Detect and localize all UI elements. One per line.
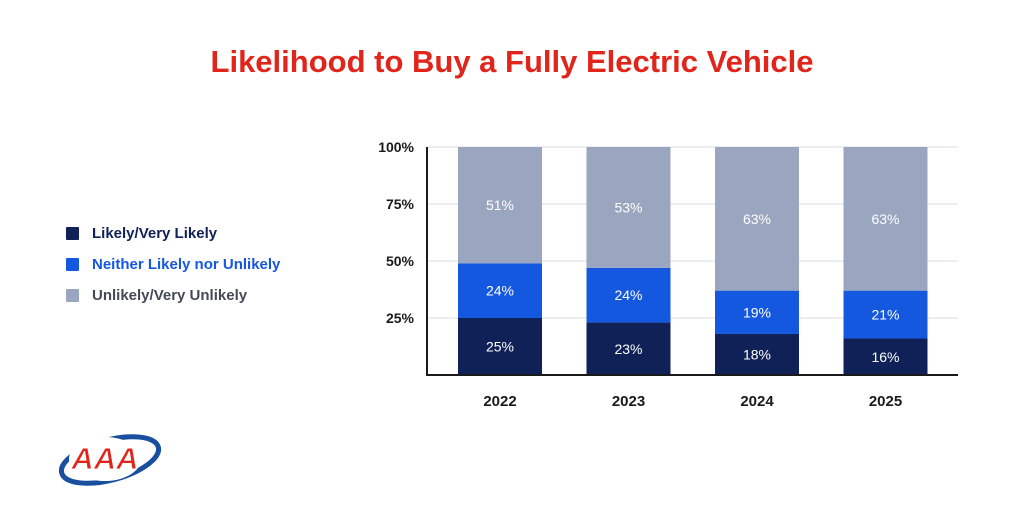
data-label: 24% xyxy=(614,287,642,303)
bar-segment-unlikely xyxy=(458,147,542,264)
x-tick-label: 2025 xyxy=(869,393,902,410)
data-label: 16% xyxy=(871,349,899,365)
y-tick-label: 100% xyxy=(378,139,414,155)
bar-segment-likely xyxy=(715,333,799,375)
bar-segment-neither xyxy=(458,263,542,318)
aaa-logo: AAA xyxy=(58,434,162,486)
y-tick-label: 25% xyxy=(386,310,415,326)
chart-title: Likelihood to Buy a Fully Electric Vehic… xyxy=(210,44,814,79)
data-label: 51% xyxy=(486,197,514,213)
x-tick-label: 2023 xyxy=(612,393,645,410)
bar-segment-neither xyxy=(843,290,928,339)
data-label: 18% xyxy=(743,346,771,362)
legend-label-unlikely: Unlikely/Very Unlikely xyxy=(92,287,248,304)
data-label: 21% xyxy=(871,307,899,323)
legend-label-likely: Likely/Very Likely xyxy=(92,225,218,242)
legend-item-likely: Likely/Very Likely xyxy=(66,218,280,249)
bar-segment-unlikely xyxy=(715,147,799,291)
y-tick-label: 50% xyxy=(386,253,415,269)
data-label: 63% xyxy=(743,211,771,227)
legend-swatch-neither xyxy=(66,258,79,271)
data-label: 25% xyxy=(486,339,514,355)
data-label: 63% xyxy=(871,211,899,227)
x-tick-label: 2024 xyxy=(740,393,774,410)
x-tick-label: 2022 xyxy=(483,393,516,410)
bar-segment-unlikely xyxy=(843,147,928,291)
bar-segment-unlikely xyxy=(586,147,671,268)
logo-text: AAA xyxy=(70,441,138,476)
logo-oval-bg xyxy=(69,437,141,481)
bar-segment-neither xyxy=(586,267,671,323)
bar-segment-likely xyxy=(843,338,928,375)
y-tick-label: 75% xyxy=(386,196,415,212)
data-label: 24% xyxy=(486,283,514,299)
legend-swatch-likely xyxy=(66,227,79,240)
bar-segment-neither xyxy=(715,290,799,334)
bar-segment-likely xyxy=(458,318,542,375)
legend-label-neither: Neither Likely nor Unlikely xyxy=(92,256,281,273)
data-label: 23% xyxy=(614,341,642,357)
data-label: 53% xyxy=(614,199,642,215)
legend-item-neither: Neither Likely nor Unlikely xyxy=(66,249,280,280)
bar-segment-likely xyxy=(586,322,671,375)
legend-item-unlikely: Unlikely/Very Unlikely xyxy=(66,280,280,311)
legend-swatch-unlikely xyxy=(66,289,79,302)
legend: Likely/Very Likely Neither Likely nor Un… xyxy=(66,218,280,311)
data-label: 19% xyxy=(743,304,771,320)
